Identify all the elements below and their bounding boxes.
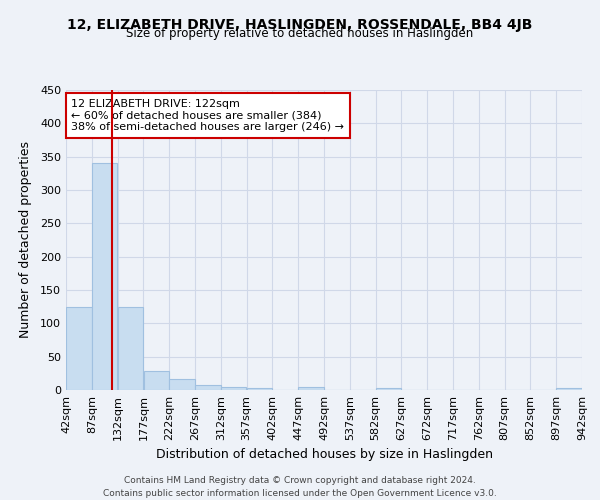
- Bar: [66, 306, 92, 390]
- Bar: [118, 306, 143, 390]
- Y-axis label: Number of detached properties: Number of detached properties: [19, 142, 32, 338]
- Bar: [376, 388, 401, 390]
- Bar: [143, 372, 169, 390]
- Bar: [221, 386, 247, 390]
- Bar: [195, 384, 221, 390]
- Bar: [247, 388, 272, 390]
- Bar: [92, 164, 118, 390]
- Bar: [169, 380, 195, 390]
- Text: Size of property relative to detached houses in Haslingden: Size of property relative to detached ho…: [127, 28, 473, 40]
- Text: Contains HM Land Registry data © Crown copyright and database right 2024.
Contai: Contains HM Land Registry data © Crown c…: [103, 476, 497, 498]
- Text: 12 ELIZABETH DRIVE: 122sqm
← 60% of detached houses are smaller (384)
38% of sem: 12 ELIZABETH DRIVE: 122sqm ← 60% of deta…: [71, 99, 344, 132]
- Bar: [298, 386, 324, 390]
- Bar: [556, 388, 582, 390]
- X-axis label: Distribution of detached houses by size in Haslingden: Distribution of detached houses by size …: [155, 448, 493, 462]
- Text: 12, ELIZABETH DRIVE, HASLINGDEN, ROSSENDALE, BB4 4JB: 12, ELIZABETH DRIVE, HASLINGDEN, ROSSEND…: [67, 18, 533, 32]
